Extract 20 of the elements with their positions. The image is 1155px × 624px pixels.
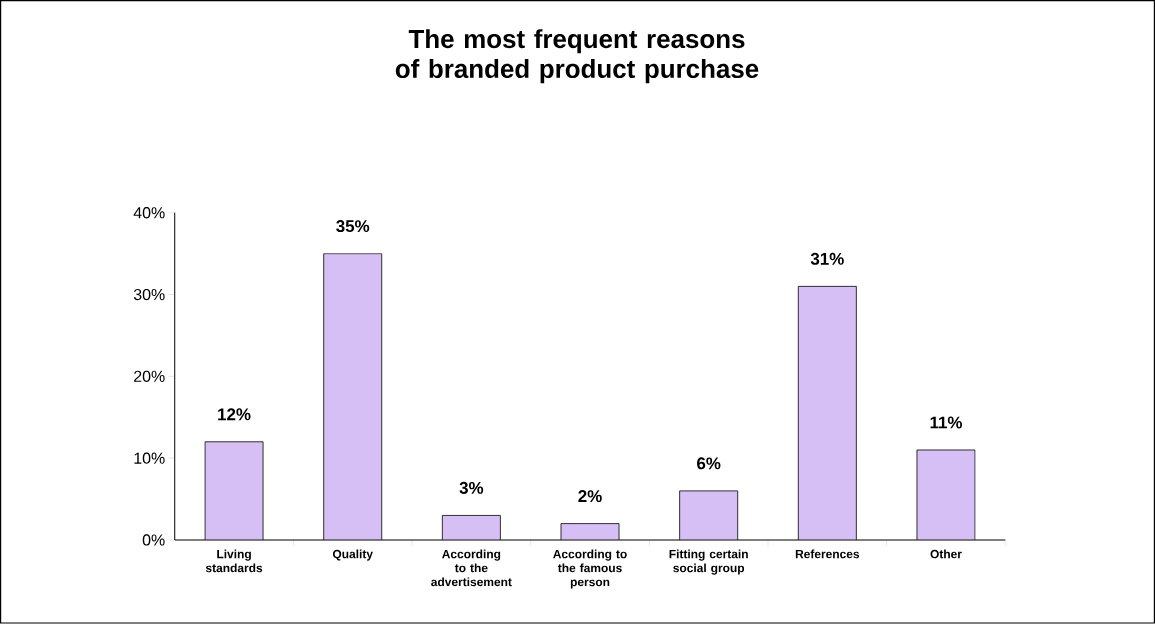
x-tick-label: According to the advertisement — [431, 549, 512, 587]
y-tick-label: 20% — [134, 370, 165, 383]
data-label: 2% — [578, 490, 602, 503]
x-tick-label: Quality — [332, 549, 373, 561]
data-label: 6% — [697, 457, 721, 470]
x-tick-label: Fitting certain social group — [669, 549, 748, 575]
data-label: 12% — [218, 408, 251, 421]
x-tick-label: Other — [930, 549, 962, 559]
data-label: 3% — [459, 482, 484, 495]
data-label: 31% — [810, 252, 844, 266]
data-label: 35% — [336, 220, 370, 233]
y-tick-label: 10% — [134, 452, 165, 464]
chart-title: The most frequent reasons of branded product purchase — [395, 29, 759, 84]
y-tick-label: 0% — [142, 534, 165, 546]
y-tick-label: 30% — [133, 289, 165, 301]
x-tick-label: According to the famous person — [553, 549, 627, 589]
x-tick-label: Living standards — [205, 549, 263, 573]
data-label: 11% — [930, 416, 963, 429]
y-tick-label: 40% — [133, 207, 165, 219]
x-tick-label: References — [795, 549, 860, 559]
